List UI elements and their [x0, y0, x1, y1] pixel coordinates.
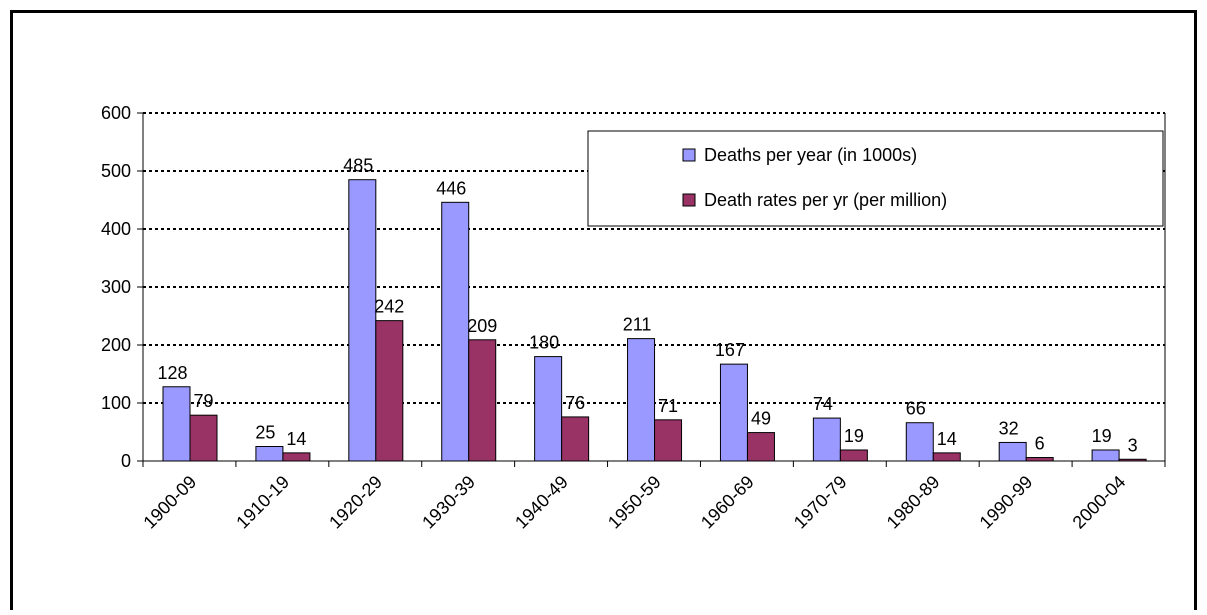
bar — [746, 432, 775, 462]
y-tick-label: 0 — [121, 451, 131, 471]
data-label: 3 — [1128, 435, 1138, 455]
legend: Deaths per year (in 1000s) Death rates pe… — [587, 130, 1164, 227]
y-tick-label: 300 — [101, 277, 131, 297]
data-label: 19 — [1092, 426, 1112, 446]
data-label: 74 — [813, 394, 833, 414]
bar — [561, 416, 590, 462]
chart-frame — [10, 10, 1197, 615]
bar — [348, 179, 377, 462]
data-label: 32 — [999, 418, 1019, 438]
data-label: 14 — [286, 429, 306, 449]
y-tick-label: 600 — [101, 103, 131, 123]
bar — [255, 446, 284, 462]
bar — [162, 386, 191, 462]
bar — [719, 363, 748, 462]
legend-box — [587, 130, 1164, 227]
data-label: 485 — [343, 156, 373, 176]
data-label: 180 — [529, 333, 559, 353]
bar — [1025, 457, 1054, 462]
y-tick-label: 500 — [101, 161, 131, 181]
bar — [839, 449, 868, 462]
bar — [932, 452, 961, 462]
data-label: 209 — [467, 316, 497, 336]
data-label: 79 — [193, 391, 213, 411]
data-label: 167 — [715, 340, 745, 360]
data-label: 76 — [565, 393, 585, 413]
bar — [627, 338, 656, 462]
data-label: 19 — [844, 426, 864, 446]
bar — [812, 417, 841, 462]
legend-swatch — [682, 148, 696, 162]
data-label: 71 — [658, 396, 678, 416]
bar — [1091, 449, 1120, 462]
legend-label: Deaths per year (in 1000s) — [704, 145, 917, 165]
legend-swatch — [682, 193, 696, 207]
y-tick-label: 100 — [101, 393, 131, 413]
data-label: 14 — [937, 429, 957, 449]
bar — [534, 356, 563, 462]
legend-label: Death rates per yr (per million) — [704, 190, 947, 210]
data-label: 6 — [1035, 434, 1045, 454]
data-label: 242 — [374, 297, 404, 317]
data-label: 211 — [623, 315, 652, 335]
bar — [375, 320, 404, 462]
data-label: 25 — [255, 423, 275, 443]
bar — [1118, 458, 1147, 462]
y-tick-label: 200 — [101, 335, 131, 355]
data-label: 66 — [906, 399, 926, 419]
y-tick-label: 400 — [101, 219, 131, 239]
bar — [905, 422, 934, 462]
data-label: 49 — [751, 409, 771, 429]
bar — [441, 201, 470, 462]
bar — [282, 452, 311, 462]
bar — [468, 339, 497, 462]
bar — [998, 441, 1027, 462]
data-label: 446 — [436, 178, 466, 198]
bar — [189, 414, 218, 462]
bar — [654, 419, 683, 462]
data-label: 128 — [157, 363, 187, 383]
